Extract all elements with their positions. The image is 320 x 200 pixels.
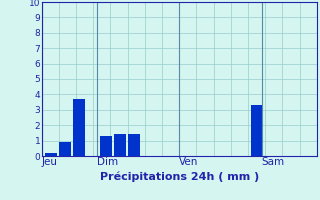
- Bar: [128, 134, 140, 156]
- Bar: [45, 153, 57, 156]
- X-axis label: Précipitations 24h ( mm ): Précipitations 24h ( mm ): [100, 172, 259, 182]
- Bar: [114, 134, 126, 156]
- Bar: [59, 142, 71, 156]
- Bar: [100, 136, 112, 156]
- Bar: [252, 105, 263, 156]
- Bar: [73, 99, 84, 156]
